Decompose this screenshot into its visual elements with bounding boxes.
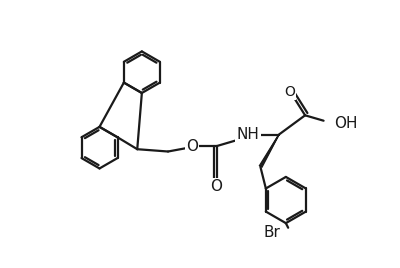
Text: O: O xyxy=(284,85,295,99)
Text: NH: NH xyxy=(237,127,260,142)
Text: O: O xyxy=(210,179,222,194)
Text: Br: Br xyxy=(264,225,280,240)
Text: O: O xyxy=(186,139,198,154)
Text: OH: OH xyxy=(334,116,358,131)
